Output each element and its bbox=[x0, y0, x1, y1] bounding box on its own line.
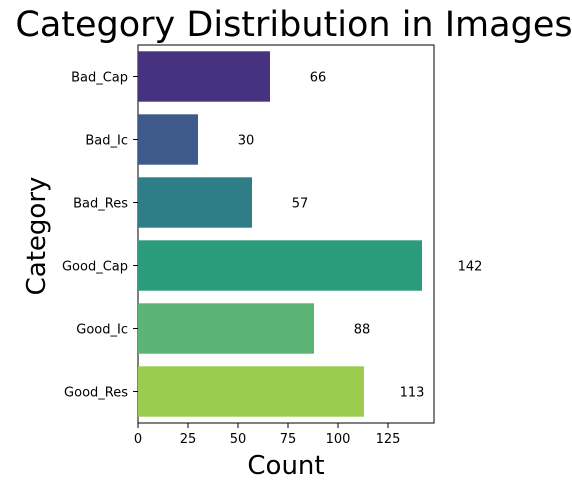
y-axis: Bad_Cap Bad_Ic Bad_Res Good_Cap Good_Ic Good_… bbox=[62, 71, 138, 401]
data-labels-layer: 66 30 57 142 88 113 bbox=[238, 71, 483, 401]
x-tick-label-125: 125 bbox=[376, 432, 401, 447]
x-axis: 0 25 50 75 100 125 bbox=[134, 423, 401, 447]
x-axis-title: Count bbox=[247, 451, 324, 481]
y-tick-label-good-ic: Good_Ic bbox=[76, 323, 128, 338]
y-tick-label-bad-cap: Bad_Cap bbox=[71, 71, 128, 86]
x-tick-label-100: 100 bbox=[326, 432, 351, 447]
x-tick-label-75: 75 bbox=[280, 432, 297, 447]
y-tick-label-bad-res: Bad_Res bbox=[73, 197, 128, 212]
data-label-good-res: 113 bbox=[400, 386, 425, 401]
y-tick-label-good-res: Good_Res bbox=[64, 386, 128, 401]
bars-layer bbox=[138, 51, 422, 417]
data-label-good-cap: 142 bbox=[458, 260, 483, 275]
x-tick-label-50: 50 bbox=[230, 432, 247, 447]
bar-good-ic bbox=[138, 303, 314, 354]
y-tick-label-good-cap: Good_Cap bbox=[62, 260, 128, 275]
x-tick-label-0: 0 bbox=[134, 432, 142, 447]
bar-good-cap bbox=[138, 240, 422, 291]
data-label-good-ic: 88 bbox=[354, 323, 371, 338]
y-axis-title: Category bbox=[22, 177, 52, 296]
bar-bad-cap bbox=[138, 51, 270, 102]
data-label-bad-cap: 66 bbox=[310, 71, 327, 86]
data-label-bad-ic: 30 bbox=[238, 134, 255, 149]
x-tick-label-25: 25 bbox=[180, 432, 197, 447]
bar-bad-res bbox=[138, 177, 252, 228]
data-label-bad-res: 57 bbox=[292, 197, 309, 212]
y-tick-label-bad-ic: Bad_Ic bbox=[85, 134, 128, 149]
plot-area bbox=[137, 44, 435, 424]
bar-bad-ic bbox=[138, 114, 198, 165]
bar-good-res bbox=[138, 366, 364, 417]
chart-title: Category Distribution in Images bbox=[15, 5, 572, 45]
